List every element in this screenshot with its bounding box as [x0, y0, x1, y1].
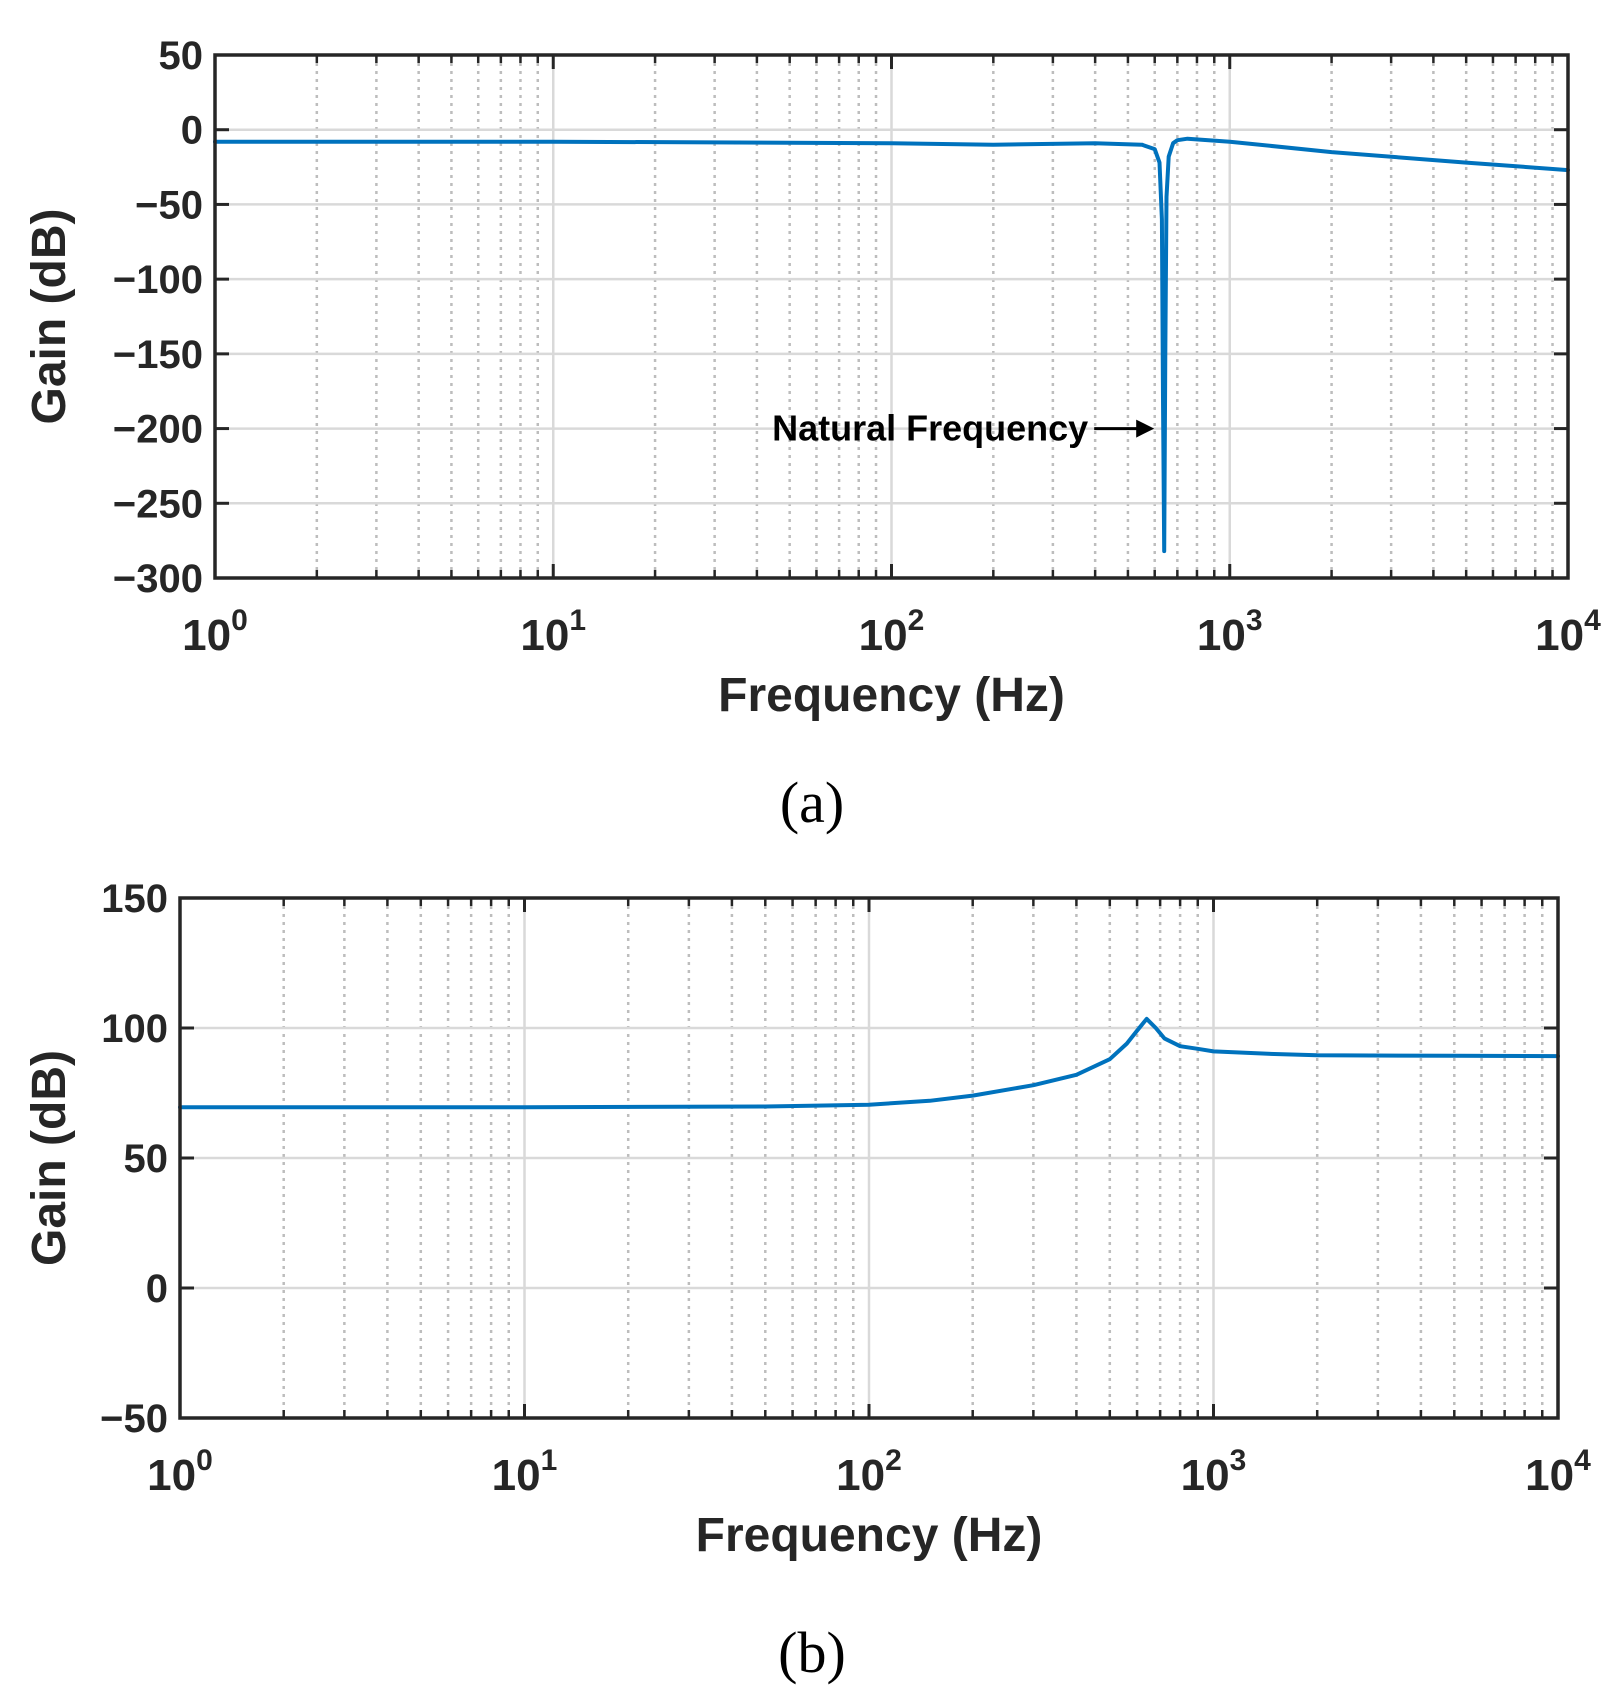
y-tick-label: −300: [113, 557, 203, 601]
x-tick-base: 10: [1181, 1451, 1230, 1500]
x-tick-exponent: 4: [1584, 604, 1601, 637]
grid: [180, 898, 1558, 1418]
annotation-natural-frequency: Natural Frequency: [772, 408, 1088, 449]
y-tick-label: 0: [181, 109, 203, 153]
x-tick-exponent: 4: [1574, 1444, 1591, 1477]
x-tick-base: 10: [1197, 611, 1246, 660]
caption-b: (b): [778, 1620, 846, 1685]
x-tick-base: 10: [1525, 1451, 1574, 1500]
y-axis-label: Gain (dB): [23, 1050, 76, 1266]
x-tick-label: 101: [520, 604, 586, 660]
x-tick-label: 100: [147, 1444, 213, 1500]
y-tick-label: −200: [113, 408, 203, 452]
y-tick-label: −50: [135, 183, 203, 227]
x-tick-base: 10: [859, 611, 908, 660]
y-axis-label: Gain (dB): [23, 209, 76, 425]
annotation-arrowhead-icon: [1136, 419, 1155, 438]
y-tick-label: 50: [159, 34, 204, 78]
y-tick-label: −250: [113, 482, 203, 526]
x-axis-label: Frequency (Hz): [718, 669, 1065, 722]
x-tick-exponent: 3: [1246, 604, 1263, 637]
x-tick-exponent: 1: [569, 604, 586, 637]
x-tick-label: 104: [1525, 1444, 1591, 1500]
axis-ticks: [178, 896, 1560, 1420]
x-tick-label: 103: [1197, 604, 1263, 660]
x-tick-base: 10: [520, 611, 569, 660]
x-tick-label: 102: [859, 604, 925, 660]
x-tick-label: 102: [836, 1444, 902, 1500]
y-tick-label: −150: [113, 333, 203, 377]
y-tick-label: −50: [100, 1397, 168, 1441]
x-tick-exponent: 2: [885, 1444, 902, 1477]
x-tick-exponent: 0: [231, 604, 248, 637]
x-tick-exponent: 3: [1230, 1444, 1247, 1477]
x-tick-label: 103: [1181, 1444, 1247, 1500]
x-tick-exponent: 0: [196, 1444, 213, 1477]
x-tick-label: 104: [1535, 604, 1601, 660]
x-tick-base: 10: [147, 1451, 196, 1500]
x-tick-base: 10: [1535, 611, 1584, 660]
x-tick-exponent: 2: [908, 604, 925, 637]
y-tick-label: 50: [124, 1137, 169, 1181]
x-axis-label: Frequency (Hz): [696, 1509, 1043, 1562]
x-tick-base: 10: [182, 611, 231, 660]
y-tick-label: 100: [101, 1007, 168, 1051]
x-tick-base: 10: [492, 1451, 541, 1500]
x-tick-exponent: 1: [541, 1444, 558, 1477]
x-tick-base: 10: [836, 1451, 885, 1500]
x-tick-label: 100: [182, 604, 248, 660]
x-tick-label: 101: [492, 1444, 558, 1500]
grid: [215, 55, 1568, 578]
y-tick-label: 150: [101, 877, 168, 921]
y-tick-label: −100: [113, 258, 203, 302]
series-line-gain: [213, 136, 1570, 554]
series-line-gain: [178, 1016, 1560, 1110]
axis-ticks: [213, 53, 1570, 580]
caption-a: (a): [780, 770, 844, 835]
y-tick-label: 0: [146, 1267, 168, 1311]
